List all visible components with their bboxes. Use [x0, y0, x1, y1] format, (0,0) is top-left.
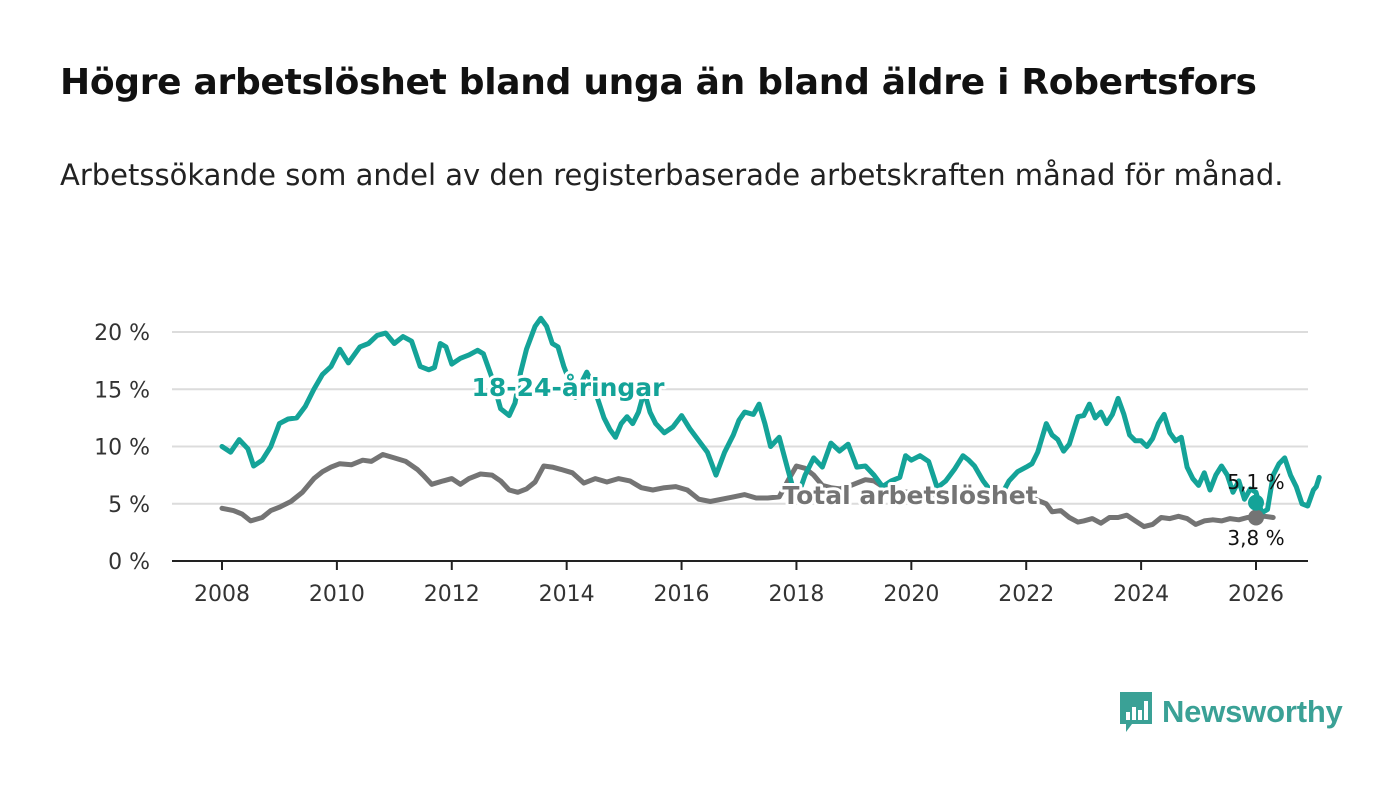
x-tick-label: 2016	[654, 582, 710, 607]
y-tick-label: 10 %	[94, 436, 150, 461]
y-tick-label: 0 %	[108, 550, 150, 575]
total-end-label: 3,8 %	[1227, 526, 1284, 550]
x-tick-label: 2020	[883, 582, 939, 607]
gridlines	[172, 331, 1308, 505]
brand-name: Newsworthy	[1162, 694, 1343, 729]
total-end-point	[1248, 509, 1264, 526]
youth-series-label: 18-24-åringar	[472, 373, 666, 402]
x-tick-label: 2012	[424, 582, 480, 607]
x-tick-label: 2014	[539, 582, 595, 607]
youth-line	[219, 315, 1322, 516]
y-tick-label: 15 %	[94, 378, 150, 403]
y-tick-label: 5 %	[108, 493, 150, 518]
x-tick-label: 2018	[768, 582, 824, 607]
total-series-label: Total arbetslöshet	[782, 481, 1037, 510]
series-lines	[219, 315, 1322, 530]
total-line	[219, 452, 1276, 530]
newsworthy-logo-icon	[1120, 692, 1152, 732]
x-tick-label: 2010	[309, 582, 365, 607]
chart-title: Högre arbetslöshet bland unga än bland ä…	[60, 62, 1257, 103]
x-tick-label: 2022	[998, 582, 1054, 607]
x-tick-label: 2024	[1113, 582, 1169, 607]
x-tick-label: 2026	[1228, 582, 1284, 607]
youth-end-point	[1248, 494, 1264, 511]
newsworthy-logo[interactable]: Newsworthy	[1118, 690, 1343, 734]
chart-subtitle: Arbetssökande som andel av den registerb…	[60, 158, 1284, 192]
y-tick-label: 20 %	[94, 321, 150, 346]
youth-end-label: 5,1 %	[1227, 470, 1284, 494]
series-labels: 18-24-åringar Total arbetslöshet 5,1 % 3,8 …	[469, 370, 1285, 550]
axes: 0 % 5 % 10 % 15 % 20 % 2008 2010 2012 2014 2016 20…	[94, 321, 1308, 607]
x-tick-label: 2008	[194, 582, 250, 607]
